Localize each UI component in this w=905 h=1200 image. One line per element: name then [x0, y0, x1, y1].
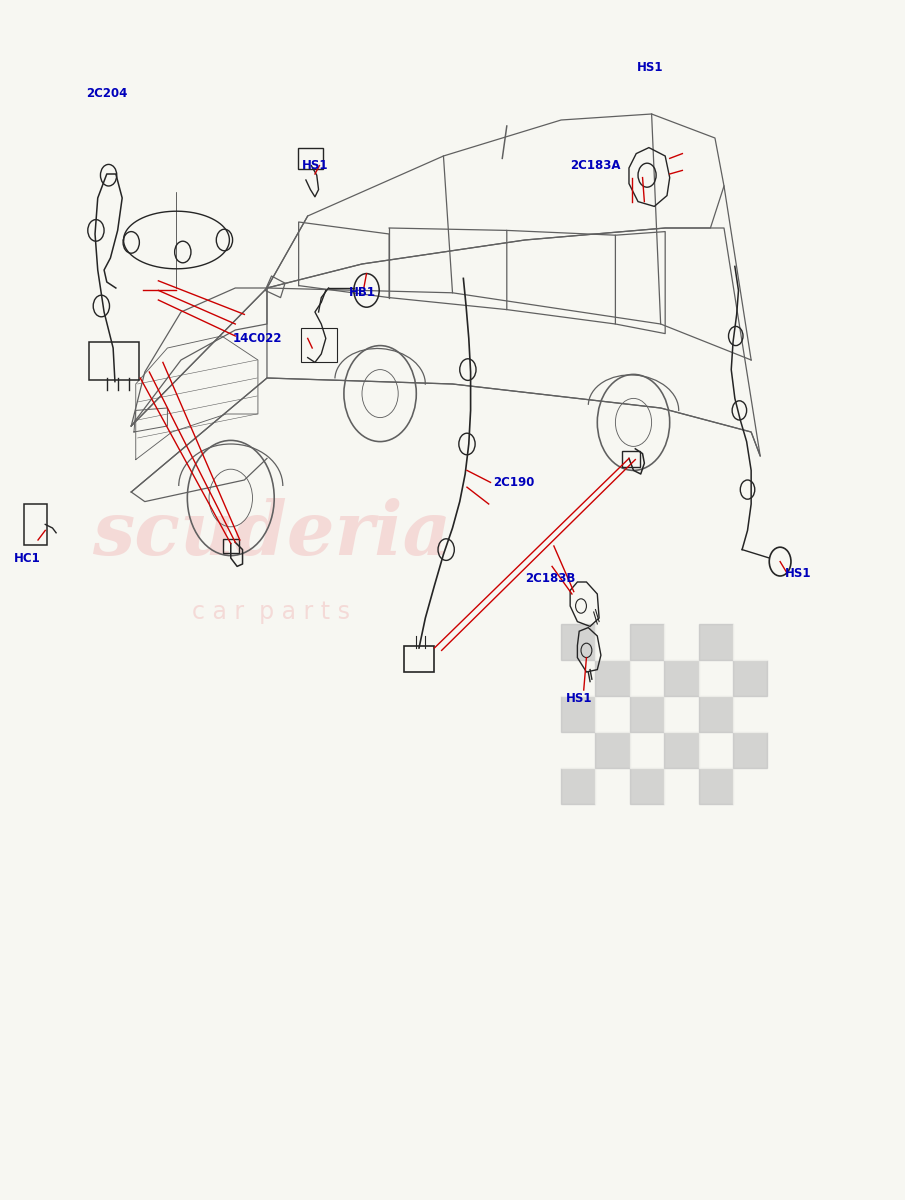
Bar [699, 624, 733, 660]
Bar [630, 768, 664, 804]
Bar [733, 732, 767, 768]
Bar [561, 624, 595, 660]
Bar [595, 732, 630, 768]
Text: HB1: HB1 [348, 287, 376, 299]
Bar [664, 624, 699, 660]
Bar [595, 624, 630, 660]
Bar [733, 624, 767, 660]
Bar [561, 768, 595, 804]
Bar [561, 696, 595, 732]
Bar [561, 732, 595, 768]
Bar [664, 660, 699, 696]
Text: 2C190: 2C190 [493, 476, 535, 488]
Text: 2C183A: 2C183A [570, 160, 621, 172]
Bar [595, 660, 630, 696]
Bar [664, 696, 699, 732]
Bar [630, 732, 664, 768]
Text: HC1: HC1 [14, 552, 41, 564]
Bar [699, 768, 733, 804]
Bar [699, 696, 733, 732]
Bar [664, 732, 699, 768]
Text: scuderia: scuderia [92, 498, 451, 570]
Bar [561, 660, 595, 696]
Bar [733, 696, 767, 732]
Bar [699, 660, 733, 696]
Bar [699, 732, 733, 768]
Text: HS1: HS1 [636, 61, 663, 73]
Bar [630, 660, 664, 696]
Bar [630, 696, 664, 732]
Bar [733, 660, 767, 696]
Text: HS1: HS1 [785, 568, 812, 580]
Text: HS1: HS1 [301, 160, 329, 172]
Text: HS1: HS1 [566, 692, 593, 704]
Bar [733, 768, 767, 804]
Text: c a r  p a r t s: c a r p a r t s [193, 600, 350, 624]
Text: 2C183B: 2C183B [525, 572, 576, 584]
Bar [664, 768, 699, 804]
Bar [630, 624, 664, 660]
Bar [595, 768, 630, 804]
Text: 14C022: 14C022 [233, 332, 282, 344]
Bar [595, 696, 630, 732]
Text: 2C204: 2C204 [86, 88, 128, 100]
